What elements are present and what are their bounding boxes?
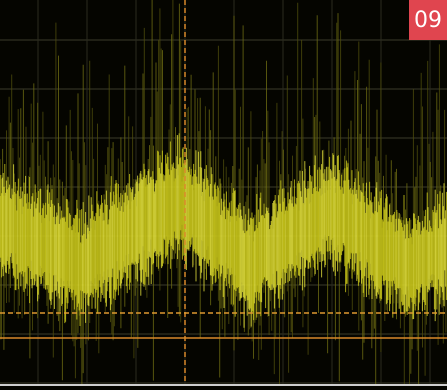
page: {"badge": "09"} 09 (() => { const data =… [0,0,447,390]
slide-number: 09 [409,0,447,40]
oscilloscope-screen [0,0,447,390]
